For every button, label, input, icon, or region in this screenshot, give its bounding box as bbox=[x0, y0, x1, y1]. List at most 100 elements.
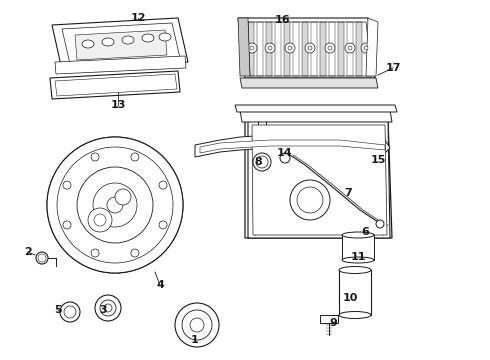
Circle shape bbox=[250, 46, 254, 50]
Circle shape bbox=[345, 43, 355, 53]
Circle shape bbox=[325, 43, 335, 53]
Circle shape bbox=[131, 153, 139, 161]
Text: 3: 3 bbox=[99, 305, 107, 315]
Ellipse shape bbox=[342, 232, 374, 238]
Circle shape bbox=[77, 167, 153, 243]
Polygon shape bbox=[257, 22, 263, 76]
Circle shape bbox=[285, 43, 295, 53]
Polygon shape bbox=[55, 74, 177, 96]
Polygon shape bbox=[252, 125, 387, 235]
Polygon shape bbox=[248, 22, 254, 76]
Circle shape bbox=[107, 197, 123, 213]
Polygon shape bbox=[50, 71, 180, 99]
Polygon shape bbox=[342, 235, 374, 260]
Circle shape bbox=[253, 153, 271, 171]
Polygon shape bbox=[238, 18, 250, 76]
Text: 11: 11 bbox=[350, 252, 366, 262]
Polygon shape bbox=[293, 22, 299, 76]
Polygon shape bbox=[245, 118, 392, 238]
Circle shape bbox=[159, 221, 167, 229]
Circle shape bbox=[115, 189, 131, 205]
Circle shape bbox=[376, 220, 384, 228]
Polygon shape bbox=[238, 18, 375, 78]
Polygon shape bbox=[62, 23, 180, 64]
Text: 14: 14 bbox=[277, 148, 293, 158]
Polygon shape bbox=[347, 22, 353, 76]
Ellipse shape bbox=[339, 266, 371, 274]
Text: 5: 5 bbox=[54, 305, 62, 315]
Polygon shape bbox=[248, 118, 390, 238]
Circle shape bbox=[268, 46, 272, 50]
Polygon shape bbox=[320, 22, 326, 76]
Text: 1: 1 bbox=[191, 335, 199, 345]
Polygon shape bbox=[311, 22, 317, 76]
Polygon shape bbox=[338, 22, 344, 76]
Polygon shape bbox=[52, 18, 188, 70]
Circle shape bbox=[88, 208, 112, 232]
Polygon shape bbox=[320, 315, 338, 323]
Polygon shape bbox=[302, 22, 308, 76]
Polygon shape bbox=[47, 137, 183, 273]
Ellipse shape bbox=[342, 257, 374, 263]
Circle shape bbox=[60, 302, 80, 322]
Text: 17: 17 bbox=[385, 63, 401, 73]
Ellipse shape bbox=[82, 40, 94, 48]
Polygon shape bbox=[339, 270, 371, 315]
Polygon shape bbox=[284, 22, 290, 76]
Circle shape bbox=[91, 249, 99, 257]
Circle shape bbox=[328, 46, 332, 50]
Circle shape bbox=[94, 214, 106, 226]
Polygon shape bbox=[366, 18, 378, 76]
Circle shape bbox=[63, 181, 71, 189]
Circle shape bbox=[190, 318, 204, 332]
Polygon shape bbox=[356, 22, 362, 76]
Polygon shape bbox=[266, 22, 272, 76]
Circle shape bbox=[288, 46, 292, 50]
Circle shape bbox=[57, 147, 173, 263]
Ellipse shape bbox=[159, 33, 171, 41]
Circle shape bbox=[63, 221, 71, 229]
Polygon shape bbox=[55, 56, 186, 74]
Polygon shape bbox=[329, 22, 335, 76]
Circle shape bbox=[91, 153, 99, 161]
Ellipse shape bbox=[142, 34, 154, 42]
Polygon shape bbox=[195, 135, 390, 157]
Polygon shape bbox=[200, 140, 385, 153]
Circle shape bbox=[290, 180, 330, 220]
Polygon shape bbox=[235, 105, 397, 112]
Circle shape bbox=[361, 43, 371, 53]
Circle shape bbox=[175, 303, 219, 347]
Text: 4: 4 bbox=[156, 280, 164, 290]
Text: 9: 9 bbox=[329, 318, 337, 328]
Circle shape bbox=[256, 156, 268, 168]
Circle shape bbox=[100, 300, 116, 316]
Circle shape bbox=[308, 46, 312, 50]
Ellipse shape bbox=[102, 38, 114, 46]
Text: 2: 2 bbox=[24, 247, 32, 257]
Circle shape bbox=[280, 153, 290, 163]
Circle shape bbox=[95, 295, 121, 321]
Circle shape bbox=[93, 183, 137, 227]
Text: 15: 15 bbox=[370, 155, 386, 165]
Circle shape bbox=[182, 310, 212, 340]
Text: 12: 12 bbox=[130, 13, 146, 23]
Text: 10: 10 bbox=[343, 293, 358, 303]
Circle shape bbox=[297, 187, 323, 213]
Circle shape bbox=[131, 249, 139, 257]
Circle shape bbox=[305, 43, 315, 53]
Circle shape bbox=[38, 254, 46, 262]
Circle shape bbox=[265, 43, 275, 53]
Circle shape bbox=[159, 181, 167, 189]
Text: 6: 6 bbox=[361, 227, 369, 237]
Circle shape bbox=[104, 304, 112, 312]
Ellipse shape bbox=[339, 311, 371, 319]
Circle shape bbox=[348, 46, 352, 50]
Polygon shape bbox=[275, 22, 281, 76]
Text: 8: 8 bbox=[254, 157, 262, 167]
Polygon shape bbox=[240, 78, 378, 88]
Circle shape bbox=[36, 252, 48, 264]
Text: 7: 7 bbox=[344, 188, 352, 198]
Polygon shape bbox=[75, 30, 167, 60]
Circle shape bbox=[47, 137, 183, 273]
Circle shape bbox=[64, 306, 76, 318]
